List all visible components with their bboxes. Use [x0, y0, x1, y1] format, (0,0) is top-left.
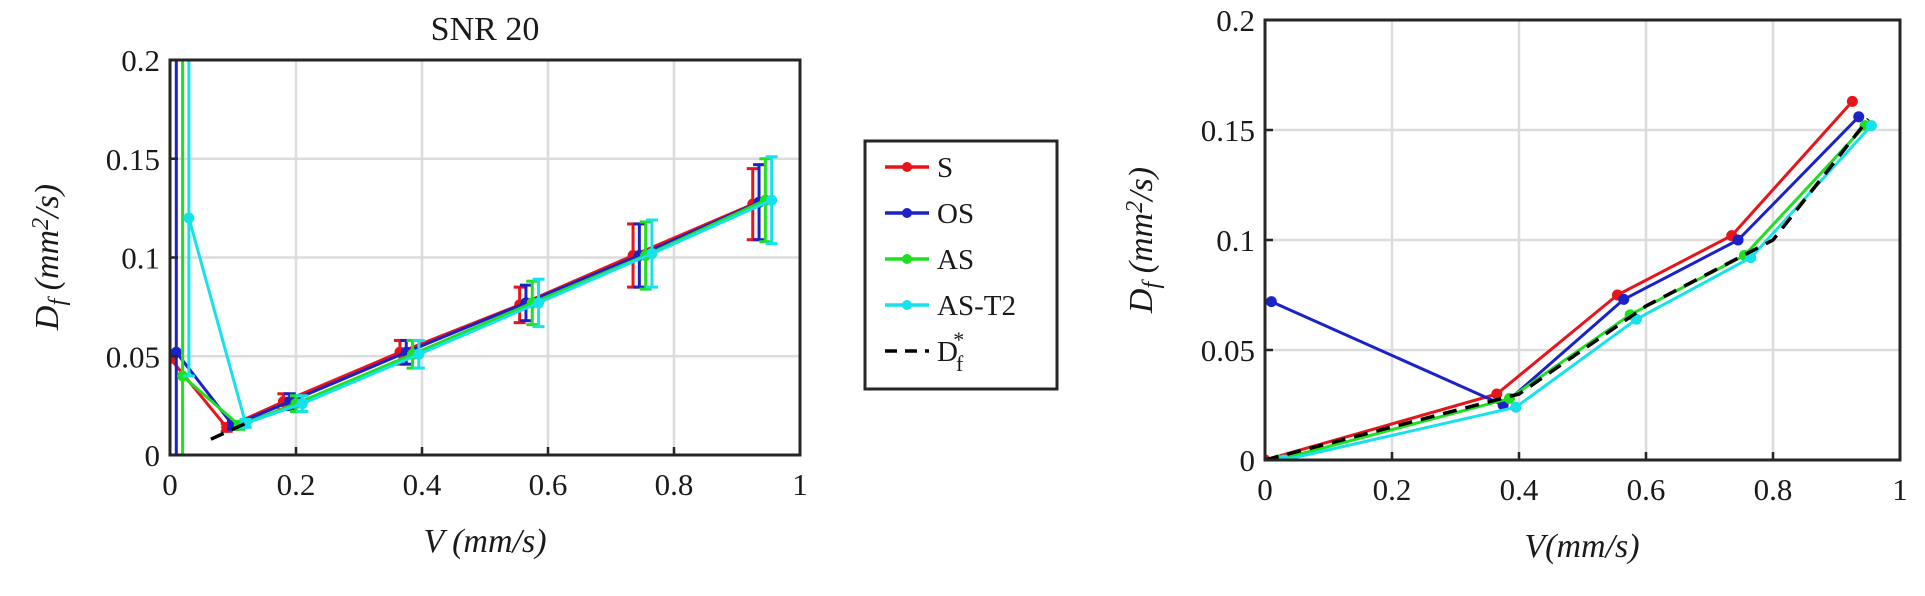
legend-label-as-t2: AS-T2 [937, 290, 1016, 322]
chart-left-ytick-label: 0.2 [121, 43, 160, 78]
chart-left-yticks: 0 0.05 0.1 0.15 0.2 [106, 43, 178, 473]
chart-left-xtick-label: 0.6 [529, 467, 568, 502]
chart-right-os-point [1732, 234, 1744, 246]
chart-right-xticks: 0 0.2 0.4 0.6 0.8 1 [1257, 452, 1908, 507]
chart-right-xtick-label: 0.4 [1500, 472, 1539, 507]
chart-right-xlabel: V(mm/s) [1524, 528, 1639, 565]
legend-label-d: Df* [937, 327, 964, 376]
chart-right-yticks: 0 0.05 0.1 0.15 0.2 [1201, 3, 1273, 478]
chart-left-xlabel: V (mm/s) [423, 523, 546, 560]
chart-left: SNR 20 0 0.2 0.4 0.6 0.8 1 0 0.05 0.1 0.15 0.2 V … [28, 11, 807, 560]
legend-label-d-sub: f [956, 351, 964, 376]
chart-left-xtick-label: 0 [162, 467, 178, 502]
chart-right-ytick-label: 0.15 [1201, 113, 1255, 148]
chart-left-df-line [210, 421, 247, 441]
chart-left-xtick-label: 1 [792, 467, 808, 502]
chart-left-as-t2-point [183, 212, 195, 224]
chart-left-ylabel-unit-close: /s) [29, 184, 66, 220]
chart-right-grid [1265, 20, 1900, 460]
chart-right-s-point [1846, 95, 1858, 107]
chart-right-df-line [1265, 117, 1870, 460]
chart-left-ytick-label: 0 [145, 438, 161, 473]
chart-left-grid [170, 60, 800, 455]
chart-right-ytick-label: 0.1 [1216, 223, 1255, 258]
chart-left-ytick-label: 0.05 [106, 339, 160, 374]
legend-marker-as-t2 [902, 300, 912, 310]
chart-right-ylabel-sub: f [1139, 279, 1165, 289]
chart-left-ytick-label: 0.15 [106, 142, 160, 177]
legend-items: S OS AS AS-T2 Df* [885, 152, 1016, 376]
chart-left-ylabel-sub: f [45, 296, 71, 306]
chart-right-xtick-label: 1 [1892, 472, 1908, 507]
legend-marker-s [902, 162, 912, 172]
legend-label-as-t2-main: AS-T2 [937, 290, 1016, 322]
chart-left-ylabel-unit-open: (mm [29, 230, 66, 299]
chart-left-xtick-label: 0.8 [655, 467, 694, 502]
chart-right-as-t2-point [1865, 120, 1877, 132]
chart-right-xtick-label: 0 [1257, 472, 1273, 507]
chart-left-series [170, 60, 778, 455]
chart-right-ylabel-sup: 2 [1122, 201, 1148, 213]
chart-right-ylabel-main: D [1123, 288, 1160, 314]
chart-left-ytick-label: 0.1 [121, 241, 160, 276]
legend-label-os: OS [937, 198, 974, 230]
chart-left-ylabel: Df (mm2/s) [28, 184, 71, 331]
legend-label-s-main: S [937, 152, 953, 184]
chart-right-ytick-label: 0.2 [1216, 3, 1255, 38]
chart-right-ytick-label: 0 [1240, 443, 1256, 478]
legend-label-d-main: D [937, 336, 958, 368]
legend-label-s: S [937, 152, 953, 184]
chart-right-ytick-label: 0.05 [1201, 333, 1255, 368]
legend-marker-os [902, 208, 912, 218]
chart-left-xtick-label: 0.4 [403, 467, 442, 502]
chart-right-ylabel-unit-open: (mm [1123, 213, 1160, 282]
chart-right-ylabel: Df (mm2/s) [1122, 167, 1165, 314]
chart-left-ylabel-main: D [29, 305, 66, 331]
chart-right-os-point [1853, 111, 1865, 123]
chart-left-as-t2-point [766, 194, 778, 206]
chart-right-series [1265, 95, 1877, 460]
legend: S OS AS AS-T2 Df* [863, 139, 1059, 391]
legend-label-as: AS [937, 244, 974, 276]
chart-right-xtick-label: 0.2 [1373, 472, 1412, 507]
chart-right-os-point [1618, 293, 1630, 305]
chart-left-title: SNR 20 [431, 11, 540, 48]
chart-left-as-t2-point [533, 297, 545, 309]
chart-left-ylabel-sup: 2 [28, 218, 54, 230]
legend-label-d-sup: * [953, 327, 964, 352]
chart-left-as-t2-point [413, 348, 425, 360]
legend-label-as-main: AS [937, 244, 974, 276]
legend-label-os-main: OS [937, 198, 974, 230]
chart-right-os-point [1265, 296, 1277, 308]
chart-left-xtick-label: 0.2 [277, 467, 316, 502]
chart-right-ylabel-unit-close: /s) [1123, 167, 1160, 203]
chart-right-xtick-label: 0.8 [1754, 472, 1793, 507]
chart-right-xtick-label: 0.6 [1627, 472, 1666, 507]
legend-box [863, 139, 1059, 391]
chart-left-xticks: 0 0.2 0.4 0.6 0.8 1 [162, 447, 808, 502]
chart-right-as-t2-point [1510, 401, 1522, 413]
chart-left-as-t2-point [646, 248, 658, 260]
legend-marker-as [902, 254, 912, 264]
chart-left-as-t2-point [296, 398, 308, 410]
chart-right: 0 0.2 0.4 0.6 0.8 1 0 0.05 0.1 0.15 0.2 V(mm/s) D… [1122, 3, 1907, 565]
